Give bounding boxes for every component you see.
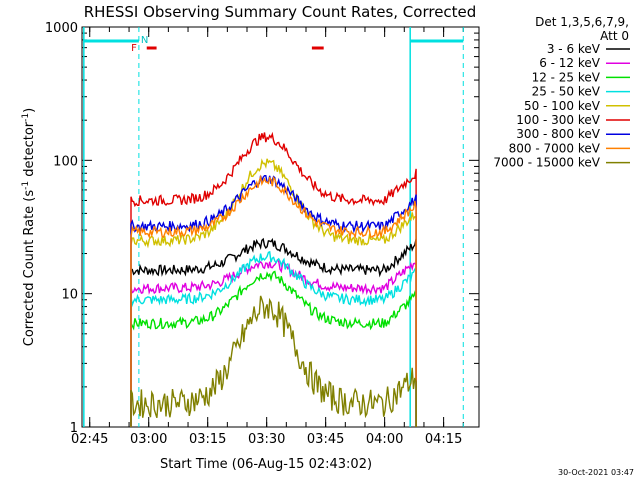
- series-line: [130, 174, 417, 427]
- series-line: [130, 270, 417, 427]
- legend-label: 50 - 100 keV: [524, 99, 601, 113]
- y-axis-ticks: 1 10 100 1000: [45, 21, 479, 436]
- x-tick-label: 03:30: [248, 432, 285, 447]
- x-tick-label: 02:45: [71, 432, 108, 447]
- y-tick-label: 10: [61, 288, 78, 303]
- x-tick-label: 04:00: [366, 432, 403, 447]
- legend-title-line1: Det 1,3,5,6,7,9,: [535, 15, 629, 29]
- timestamp: 30-Oct-2021 03:47: [558, 468, 634, 477]
- legend-label: 3 - 6 keV: [547, 42, 601, 56]
- series-line: [130, 237, 417, 427]
- y-tick-label: 1: [70, 421, 78, 436]
- x-tick-label: 04:15: [425, 432, 462, 447]
- night-label: N: [141, 35, 148, 46]
- x-tick-label: 03:15: [189, 432, 226, 447]
- legend-title-line2: Att 0: [600, 29, 629, 43]
- series-line: [130, 258, 417, 427]
- x-tick-label: 03:00: [130, 432, 167, 447]
- plot-frame: [81, 26, 480, 428]
- series-line: [130, 295, 417, 427]
- y-tick-label: 1000: [45, 21, 78, 36]
- legend-label: 300 - 800 keV: [516, 127, 600, 141]
- svg-text:Corrected Count Rate (s-1 dete: Corrected Count Rate (s-1 detector-1): [21, 108, 37, 346]
- flare-label: F: [131, 43, 137, 54]
- series-line: [130, 250, 417, 427]
- x-axis-ticks: 02:45 03:00 03:15 03:30 03:45 04:00 04:15: [71, 27, 464, 447]
- legend-label: 6 - 12 keV: [539, 56, 601, 70]
- legend-label: 800 - 7000 keV: [509, 141, 601, 155]
- legend-label: 25 - 50 keV: [532, 85, 601, 99]
- legend-label: 100 - 300 keV: [516, 113, 600, 127]
- x-axis-label: Start Time (06-Aug-15 02:43:02): [160, 457, 372, 472]
- series-line: [130, 158, 417, 427]
- y-axis-label: Corrected Count Rate (s-1 detector-1): [21, 108, 37, 346]
- x-tick-label: 03:45: [307, 432, 344, 447]
- series-lines: [130, 131, 417, 427]
- legend-label: 7000 - 15000 keV: [493, 156, 600, 170]
- legend-label: 12 - 25 keV: [532, 70, 601, 84]
- y-tick-label: 100: [53, 154, 78, 169]
- time-markers: NF: [83, 27, 464, 427]
- series-line: [130, 131, 417, 427]
- chart-title: RHESSI Observing Summary Count Rates, Co…: [84, 3, 477, 21]
